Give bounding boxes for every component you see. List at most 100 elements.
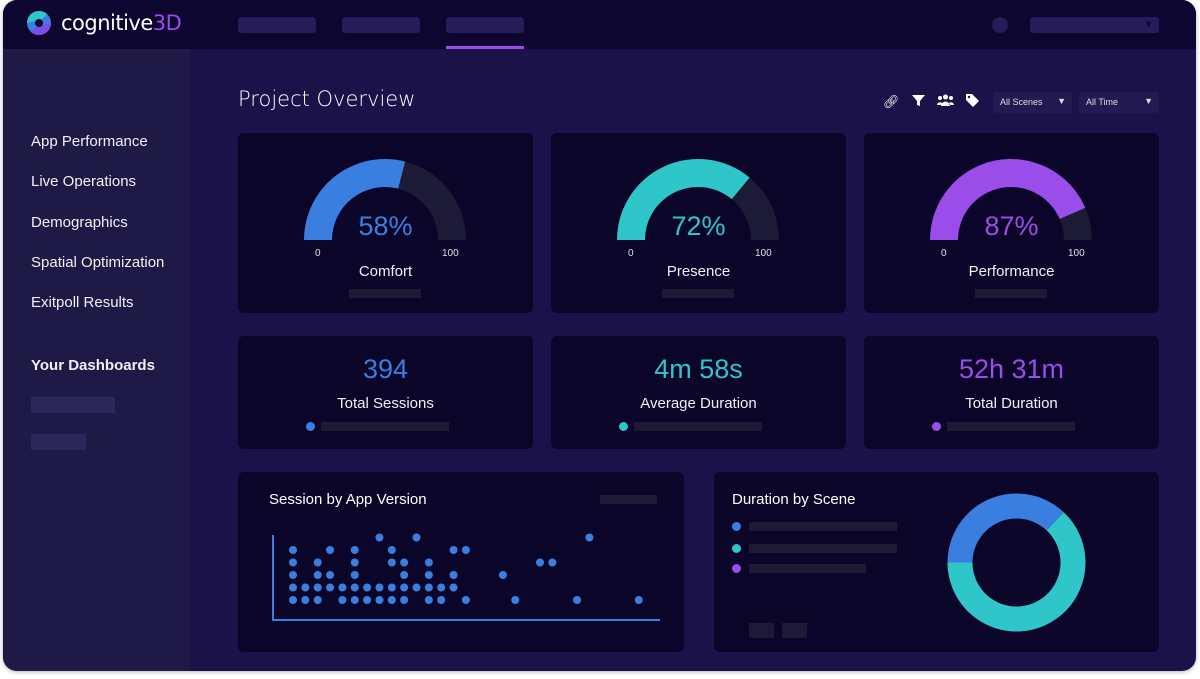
nav-tab-1[interactable] xyxy=(238,17,316,33)
data-point xyxy=(289,596,297,604)
sidebar: App Performance Live Operations Demograp… xyxy=(3,49,191,671)
donut-chart xyxy=(947,493,1086,632)
avatar[interactable] xyxy=(992,17,1008,33)
placeholder-button[interactable] xyxy=(749,623,774,638)
filter-icon[interactable] xyxy=(911,94,925,110)
data-point xyxy=(375,596,384,604)
dashboards-heading: Your Dashboards xyxy=(31,357,155,374)
page-title: Project Overview xyxy=(238,87,416,111)
stat-label: Total Duration xyxy=(965,395,1058,412)
sidebar-item-demographics[interactable]: Demographics xyxy=(31,214,128,231)
donut-slice xyxy=(947,493,1064,563)
stat-value: 394 xyxy=(362,354,409,384)
duration-by-scene-card: Duration by Scene xyxy=(714,472,1159,652)
data-point xyxy=(313,571,322,579)
data-point xyxy=(536,558,544,567)
data-point xyxy=(326,571,335,579)
data-point xyxy=(387,546,396,554)
gauge-min: 0 xyxy=(941,248,947,259)
data-point xyxy=(412,583,421,592)
gauge-value: 58% xyxy=(358,211,413,241)
placeholder-bar xyxy=(634,422,762,431)
data-point xyxy=(326,583,335,592)
legend-placeholder xyxy=(749,522,897,531)
dashboard-item[interactable] xyxy=(31,434,86,450)
data-point xyxy=(350,571,359,579)
app-window: cognitive3D ▼ App Performance Live Opera… xyxy=(3,0,1196,671)
data-point xyxy=(634,596,643,604)
stat-label: Average Duration xyxy=(640,395,757,412)
data-point xyxy=(449,571,458,579)
time-select[interactable]: All Time ▼ xyxy=(1079,92,1159,113)
chart-title: Session by App Version xyxy=(269,491,427,508)
sidebar-item-exitpoll-results[interactable]: Exitpoll Results xyxy=(31,294,134,311)
sidebar-item-app-performance[interactable]: App Performance xyxy=(31,133,148,150)
data-point xyxy=(412,533,421,542)
gauge-max: 100 xyxy=(755,248,772,259)
data-point xyxy=(437,596,446,604)
placeholder-button[interactable] xyxy=(782,623,807,638)
scene-select[interactable]: All Scenes ▼ xyxy=(993,92,1072,113)
data-point xyxy=(326,546,335,554)
gauge-track xyxy=(731,177,779,240)
gauge-value: 87% xyxy=(984,211,1039,241)
data-point xyxy=(400,583,409,592)
data-point xyxy=(400,558,409,567)
placeholder-bar xyxy=(947,422,1075,431)
nav-tab-2[interactable] xyxy=(342,17,420,33)
gauge-label: Comfort xyxy=(358,263,413,280)
users-icon[interactable] xyxy=(936,94,954,110)
chevron-down-icon: ▼ xyxy=(1144,19,1153,29)
data-point xyxy=(511,596,520,604)
data-point xyxy=(313,583,322,592)
gauge-label: Performance xyxy=(968,263,1055,280)
logo[interactable]: cognitive3D xyxy=(23,10,182,36)
data-point xyxy=(424,571,433,579)
gauge-min: 0 xyxy=(628,248,634,259)
sidebar-item-spatial-optimization[interactable]: Spatial Optimization xyxy=(31,254,165,271)
data-point xyxy=(449,583,458,592)
stat-label: Total Sessions xyxy=(337,395,434,412)
dashboard-item[interactable] xyxy=(31,397,115,413)
data-point xyxy=(585,533,594,542)
gauge-label: Presence xyxy=(666,263,731,280)
gauge-max: 100 xyxy=(442,248,459,259)
account-dropdown[interactable]: ▼ xyxy=(1030,17,1159,33)
placeholder-bar xyxy=(975,289,1047,298)
chart-title: Duration by Scene xyxy=(732,491,856,508)
data-point xyxy=(338,583,347,592)
tag-icon[interactable] xyxy=(965,94,979,110)
data-point xyxy=(350,596,359,604)
data-point xyxy=(498,571,507,579)
data-point xyxy=(400,571,409,579)
gauge-fill xyxy=(930,159,1086,240)
link-icon[interactable]: 🔗︎ xyxy=(883,94,900,109)
active-tab-indicator xyxy=(446,46,524,49)
gauge-arc xyxy=(617,159,779,240)
gauge-track xyxy=(1059,207,1092,240)
session-by-app-version-card: Session by App Version xyxy=(238,472,684,652)
data-point xyxy=(573,596,582,604)
data-point xyxy=(461,596,470,604)
stat-card: 52h 31m Total Duration xyxy=(864,336,1159,449)
placeholder-bar xyxy=(321,422,449,431)
data-point xyxy=(363,596,372,604)
data-point xyxy=(424,596,433,604)
data-point xyxy=(387,558,396,567)
gauge-arc xyxy=(930,159,1092,240)
gauge-card-performance: 87% 0 100 Performance xyxy=(864,133,1159,313)
sidebar-item-live-operations[interactable]: Live Operations xyxy=(31,173,137,190)
legend-placeholder xyxy=(749,564,866,573)
nav-tab-3-active[interactable] xyxy=(446,17,524,33)
data-point xyxy=(350,583,359,592)
placeholder-bar xyxy=(349,289,421,298)
data-point xyxy=(400,596,409,604)
toolbar: 🔗︎ xyxy=(883,94,979,110)
data-point xyxy=(449,546,458,554)
data-point xyxy=(387,596,396,604)
data-point xyxy=(289,558,297,567)
data-point xyxy=(301,596,310,604)
data-point xyxy=(289,546,297,554)
stat-value: 52h 31m xyxy=(958,354,1065,384)
gauge-fill xyxy=(617,159,750,240)
